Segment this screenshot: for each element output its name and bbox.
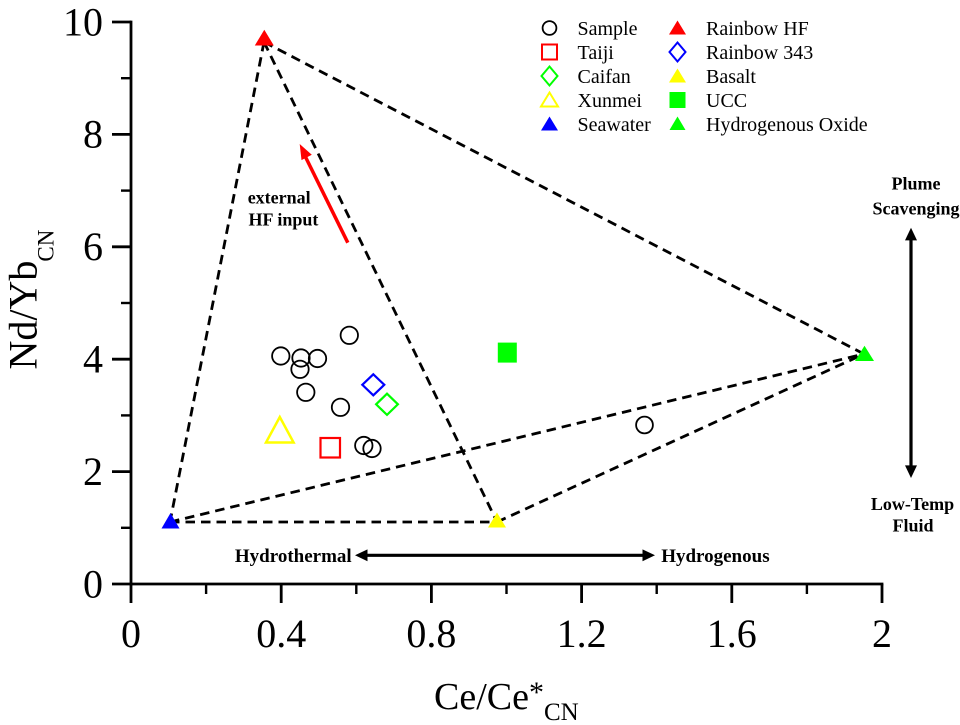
svg-text:Xunmei: Xunmei — [578, 90, 643, 112]
svg-text:Taiji: Taiji — [578, 42, 615, 64]
svg-text:Sample: Sample — [578, 18, 638, 40]
svg-text:0.4: 0.4 — [256, 611, 306, 656]
svg-text:Hydrogenous: Hydrogenous — [661, 546, 769, 567]
svg-text:0.8: 0.8 — [406, 611, 456, 656]
svg-text:Seawater: Seawater — [578, 114, 652, 136]
svg-text:10: 10 — [63, 0, 103, 44]
svg-text:0: 0 — [83, 561, 103, 606]
svg-text:UCC: UCC — [706, 90, 747, 112]
svg-text:2: 2 — [872, 611, 892, 656]
svg-text:4: 4 — [83, 337, 103, 382]
svg-text:Basalt: Basalt — [706, 66, 756, 88]
svg-text:Rainbow 343: Rainbow 343 — [706, 42, 813, 64]
svg-text:Rainbow HF: Rainbow HF — [706, 18, 809, 40]
svg-text:Fluid: Fluid — [892, 516, 933, 536]
svg-text:6: 6 — [83, 224, 103, 269]
svg-text:Hydrothermal: Hydrothermal — [235, 546, 352, 567]
svg-text:Caifan: Caifan — [578, 66, 631, 88]
svg-text:HF input: HF input — [249, 210, 319, 230]
svg-text:1.2: 1.2 — [557, 611, 607, 656]
svg-text:external: external — [248, 188, 311, 208]
svg-text:1.6: 1.6 — [707, 611, 757, 656]
svg-text:0: 0 — [121, 611, 141, 656]
svg-text:Low-Temp: Low-Temp — [871, 494, 954, 514]
svg-text:Plume: Plume — [892, 174, 941, 194]
svg-text:8: 8 — [83, 112, 103, 157]
svg-text:Scavenging: Scavenging — [872, 199, 959, 219]
svg-text:2: 2 — [83, 449, 103, 494]
svg-text:Hydrogenous Oxide: Hydrogenous Oxide — [706, 114, 868, 136]
